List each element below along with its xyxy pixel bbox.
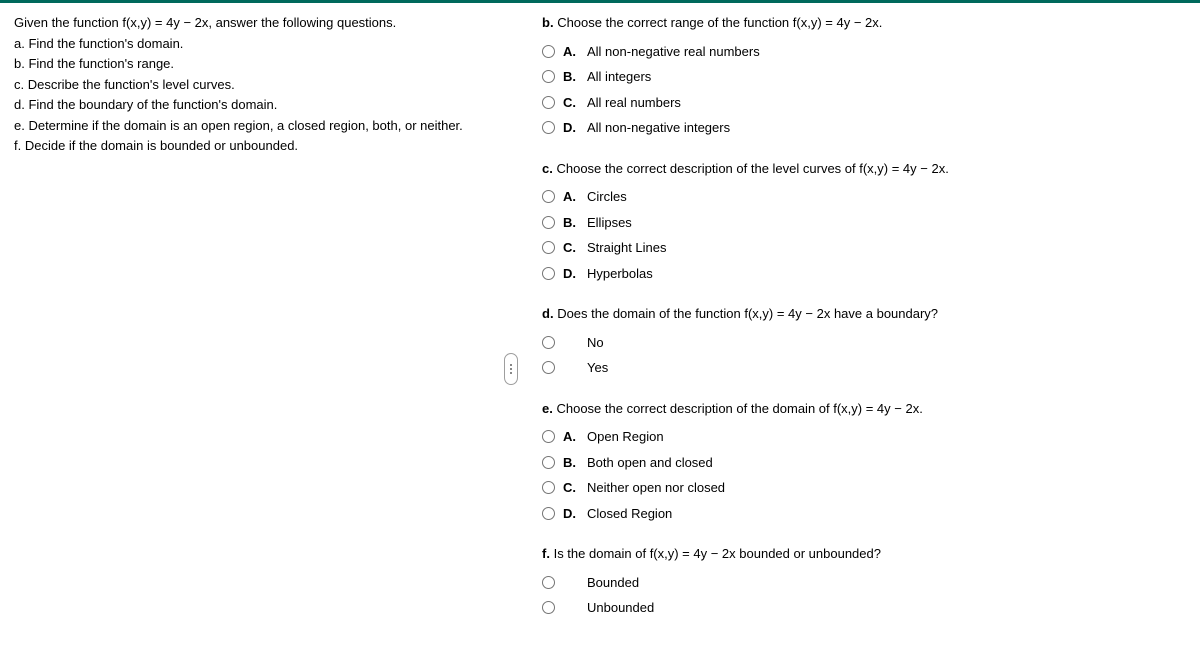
option-letter: C.: [563, 93, 579, 113]
radio-icon[interactable]: [542, 45, 555, 58]
option-row[interactable]: C. Neither open nor closed: [542, 475, 1186, 501]
option-text: Ellipses: [587, 213, 632, 233]
option-text: All integers: [587, 67, 651, 87]
option-letter: A.: [563, 427, 579, 447]
option-row[interactable]: D. Closed Region: [542, 501, 1186, 527]
stem-d: d. Find the boundary of the function's d…: [14, 95, 484, 115]
question-d-text: Does the domain of the function f(x,y) =…: [557, 306, 938, 321]
question-stem-column: Given the function f(x,y) = 4y − 2x, ans…: [14, 13, 504, 621]
question-d-block: d. Does the domain of the function f(x,y…: [542, 304, 1186, 381]
stem-f: f. Decide if the domain is bounded or un…: [14, 136, 484, 156]
radio-icon[interactable]: [542, 601, 555, 614]
radio-icon[interactable]: [542, 96, 555, 109]
option-text: Neither open nor closed: [587, 478, 725, 498]
option-letter: B.: [563, 213, 579, 233]
radio-icon[interactable]: [542, 456, 555, 469]
option-row[interactable]: No: [542, 330, 1186, 356]
option-row[interactable]: B. Ellipses: [542, 210, 1186, 236]
question-c-block: c. Choose the correct description of the…: [542, 159, 1186, 287]
option-row[interactable]: C. Straight Lines: [542, 235, 1186, 261]
option-row[interactable]: D. Hyperbolas: [542, 261, 1186, 287]
option-row[interactable]: D. All non-negative integers: [542, 115, 1186, 141]
question-e-block: e. Choose the correct description of the…: [542, 399, 1186, 527]
option-letter: B.: [563, 67, 579, 87]
option-row[interactable]: A. All non-negative real numbers: [542, 39, 1186, 65]
option-text: All non-negative real numbers: [587, 42, 760, 62]
option-text: Yes: [587, 358, 608, 378]
option-letter: D.: [563, 118, 579, 138]
option-text: Straight Lines: [587, 238, 667, 258]
option-row[interactable]: C. All real numbers: [542, 90, 1186, 116]
option-letter: C.: [563, 238, 579, 258]
question-e-label: e.: [542, 401, 553, 416]
radio-icon[interactable]: [542, 430, 555, 443]
radio-icon[interactable]: [542, 70, 555, 83]
stem-b: b. Find the function's range.: [14, 54, 484, 74]
question-f-prompt: f. Is the domain of f(x,y) = 4y − 2x bou…: [542, 544, 1186, 564]
option-text: Both open and closed: [587, 453, 713, 473]
option-letter: D.: [563, 264, 579, 284]
option-text: Closed Region: [587, 504, 672, 524]
option-letter: C.: [563, 478, 579, 498]
stem-c: c. Describe the function's level curves.: [14, 75, 484, 95]
option-row[interactable]: Unbounded: [542, 595, 1186, 621]
option-text: Circles: [587, 187, 627, 207]
question-c-text: Choose the correct description of the le…: [556, 161, 948, 176]
option-row[interactable]: A. Open Region: [542, 424, 1186, 450]
question-b-prompt: b. Choose the correct range of the funct…: [542, 13, 1186, 33]
question-d-prompt: d. Does the domain of the function f(x,y…: [542, 304, 1186, 324]
question-b-block: b. Choose the correct range of the funct…: [542, 13, 1186, 141]
question-b-label: b.: [542, 15, 554, 30]
option-text: Open Region: [587, 427, 664, 447]
question-f-block: f. Is the domain of f(x,y) = 4y − 2x bou…: [542, 544, 1186, 621]
radio-icon[interactable]: [542, 216, 555, 229]
stem-a: a. Find the function's domain.: [14, 34, 484, 54]
question-d-label: d.: [542, 306, 554, 321]
radio-icon[interactable]: [542, 361, 555, 374]
column-resize-handle[interactable]: [504, 353, 518, 385]
question-e-text: Choose the correct description of the do…: [556, 401, 922, 416]
radio-icon[interactable]: [542, 190, 555, 203]
option-text: Bounded: [587, 573, 639, 593]
option-text: Hyperbolas: [587, 264, 653, 284]
main-container: Given the function f(x,y) = 4y − 2x, ans…: [0, 3, 1200, 631]
question-c-label: c.: [542, 161, 553, 176]
question-b-text: Choose the correct range of the function…: [557, 15, 882, 30]
radio-icon[interactable]: [542, 267, 555, 280]
answer-column: b. Choose the correct range of the funct…: [504, 13, 1186, 621]
question-f-label: f.: [542, 546, 550, 561]
option-text: All real numbers: [587, 93, 681, 113]
option-row[interactable]: A. Circles: [542, 184, 1186, 210]
option-text: All non-negative integers: [587, 118, 730, 138]
option-text: No: [587, 333, 604, 353]
question-f-text: Is the domain of f(x,y) = 4y − 2x bounde…: [554, 546, 881, 561]
intro-text: Given the function f(x,y) = 4y − 2x, ans…: [14, 13, 484, 33]
option-row[interactable]: B. All integers: [542, 64, 1186, 90]
option-letter: D.: [563, 504, 579, 524]
option-row[interactable]: Bounded: [542, 570, 1186, 596]
stem-e: e. Determine if the domain is an open re…: [14, 116, 484, 136]
option-letter: A.: [563, 187, 579, 207]
option-text: Unbounded: [587, 598, 654, 618]
option-letter: B.: [563, 453, 579, 473]
radio-icon[interactable]: [542, 336, 555, 349]
question-e-prompt: e. Choose the correct description of the…: [542, 399, 1186, 419]
radio-icon[interactable]: [542, 481, 555, 494]
radio-icon[interactable]: [542, 241, 555, 254]
radio-icon[interactable]: [542, 507, 555, 520]
radio-icon[interactable]: [542, 121, 555, 134]
radio-icon[interactable]: [542, 576, 555, 589]
question-c-prompt: c. Choose the correct description of the…: [542, 159, 1186, 179]
option-row[interactable]: Yes: [542, 355, 1186, 381]
option-row[interactable]: B. Both open and closed: [542, 450, 1186, 476]
option-letter: A.: [563, 42, 579, 62]
